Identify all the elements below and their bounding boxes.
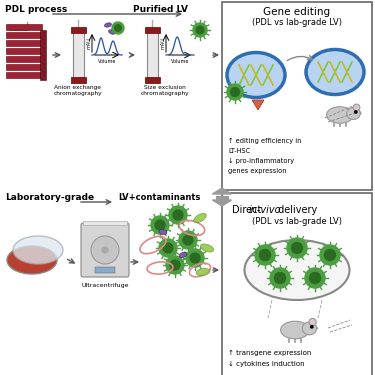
Circle shape (274, 273, 285, 284)
Bar (6, 24, 42, 30)
Circle shape (186, 249, 204, 267)
Circle shape (169, 206, 187, 224)
Circle shape (355, 111, 357, 113)
Circle shape (183, 235, 193, 245)
Circle shape (155, 220, 165, 230)
Ellipse shape (105, 23, 111, 27)
Text: in-vivo: in-vivo (249, 205, 282, 215)
Ellipse shape (109, 30, 115, 34)
Circle shape (159, 239, 177, 257)
Text: LV+contaminants: LV+contaminants (118, 193, 200, 202)
Text: ↓ cytokines induction: ↓ cytokines induction (228, 361, 304, 367)
Circle shape (193, 23, 207, 37)
Bar (70, 27, 86, 33)
Text: Laboratory-grade: Laboratory-grade (5, 193, 94, 202)
Polygon shape (252, 100, 264, 110)
Circle shape (115, 25, 121, 31)
Circle shape (309, 273, 321, 284)
Circle shape (260, 249, 270, 261)
Circle shape (190, 253, 200, 263)
Ellipse shape (7, 246, 57, 274)
Text: LT-HSC: LT-HSC (228, 148, 250, 154)
Text: mAU: mAU (87, 37, 92, 49)
Circle shape (112, 22, 124, 34)
Polygon shape (213, 200, 231, 206)
Bar (40, 30, 46, 80)
Ellipse shape (280, 321, 309, 339)
Circle shape (196, 26, 204, 34)
Bar (95, 267, 115, 273)
Text: (PDL vs lab-grade LV): (PDL vs lab-grade LV) (252, 217, 342, 226)
Ellipse shape (227, 53, 285, 98)
Bar (6, 56, 42, 62)
Circle shape (320, 245, 340, 265)
Text: Direct: Direct (232, 205, 264, 215)
FancyBboxPatch shape (222, 2, 372, 190)
Circle shape (324, 249, 336, 261)
Bar (6, 64, 42, 70)
Ellipse shape (353, 104, 360, 111)
Circle shape (151, 216, 169, 234)
Polygon shape (213, 188, 231, 194)
Text: Ultracentrifuge: Ultracentrifuge (81, 283, 129, 288)
Bar (144, 27, 159, 33)
Text: genes expression: genes expression (228, 168, 286, 174)
Circle shape (163, 243, 173, 253)
Text: ↓ pro-inflammatory: ↓ pro-inflammatory (228, 158, 294, 164)
Bar (83, 221, 127, 225)
Ellipse shape (13, 236, 63, 264)
Text: ↑ transgene expression: ↑ transgene expression (228, 350, 311, 356)
Text: Size exclusion
chromatography: Size exclusion chromatography (141, 85, 189, 96)
Circle shape (255, 245, 275, 265)
Circle shape (291, 243, 303, 254)
Circle shape (305, 268, 325, 288)
Text: (PDL vs lab-grade LV): (PDL vs lab-grade LV) (252, 18, 342, 27)
Ellipse shape (244, 240, 350, 300)
Circle shape (179, 231, 197, 249)
Bar (6, 32, 42, 38)
Ellipse shape (179, 252, 187, 258)
Text: mAU: mAU (160, 37, 165, 49)
Ellipse shape (327, 107, 354, 123)
Circle shape (173, 210, 183, 220)
Text: Anion exchange
chromatography: Anion exchange chromatography (54, 85, 102, 96)
Ellipse shape (194, 213, 206, 223)
Ellipse shape (159, 230, 167, 234)
Ellipse shape (200, 244, 214, 252)
Circle shape (227, 84, 243, 100)
Text: PDL process: PDL process (5, 5, 67, 14)
Ellipse shape (302, 322, 316, 335)
Text: Gene editing: Gene editing (263, 7, 331, 17)
Circle shape (270, 268, 290, 288)
Circle shape (91, 236, 119, 264)
Circle shape (310, 326, 313, 328)
Bar (144, 77, 159, 83)
Circle shape (287, 238, 307, 258)
Circle shape (102, 247, 108, 253)
Bar (70, 77, 86, 83)
Circle shape (170, 260, 180, 270)
Text: ↑ editing efficiency in: ↑ editing efficiency in (228, 138, 302, 144)
Text: Volume: Volume (171, 59, 189, 64)
Bar (6, 40, 42, 46)
Bar (6, 48, 42, 54)
FancyBboxPatch shape (222, 193, 372, 375)
Bar (216, 196, 228, 200)
FancyBboxPatch shape (81, 223, 129, 277)
Ellipse shape (309, 318, 316, 326)
Ellipse shape (347, 108, 360, 120)
Circle shape (231, 88, 239, 96)
Bar (6, 72, 42, 78)
Circle shape (166, 256, 184, 274)
Bar (147, 30, 158, 80)
Text: Purified LV: Purified LV (133, 5, 188, 14)
Text: Volume: Volume (98, 59, 116, 64)
Bar (72, 30, 84, 80)
Ellipse shape (196, 268, 210, 276)
Text: delivery: delivery (275, 205, 317, 215)
Ellipse shape (306, 50, 364, 94)
